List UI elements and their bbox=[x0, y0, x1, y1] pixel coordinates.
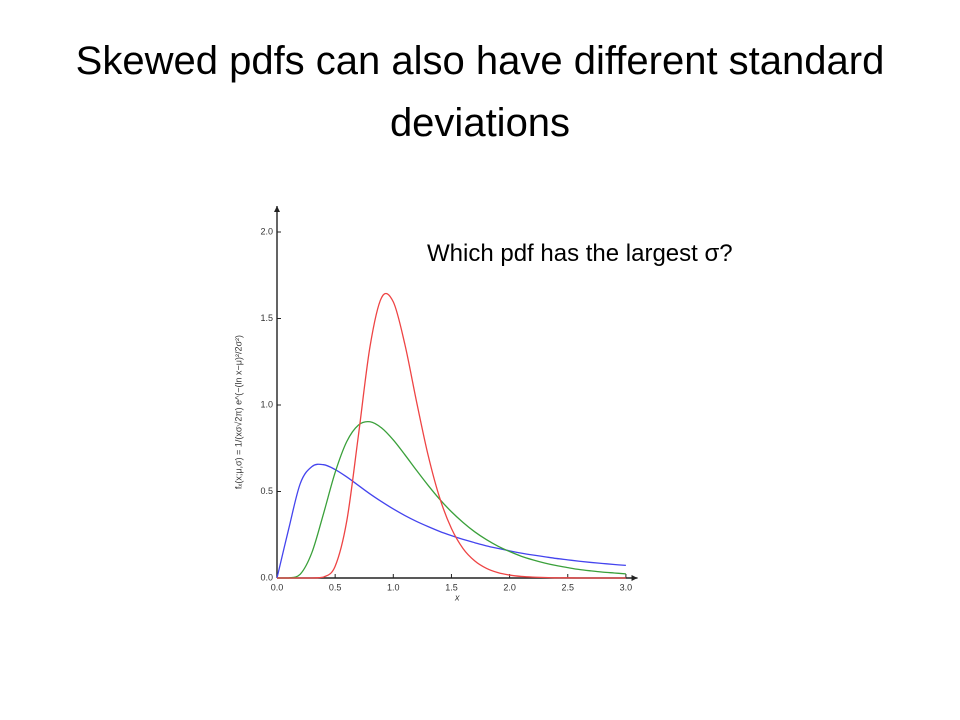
series-line bbox=[277, 292, 626, 579]
y-tick-label: 1.5 bbox=[260, 313, 273, 323]
y-tick-label: 0.0 bbox=[260, 572, 273, 582]
x-tick-label: 1.5 bbox=[445, 582, 458, 592]
x-tick-label: 2.5 bbox=[561, 582, 574, 592]
x-axis-arrow bbox=[631, 575, 638, 581]
x-tick-label: 0.5 bbox=[329, 582, 342, 592]
x-axis-label: x bbox=[454, 592, 460, 602]
y-tick-label: 1.0 bbox=[260, 399, 273, 409]
series-line bbox=[276, 463, 626, 579]
x-tick-label: 2.0 bbox=[503, 582, 516, 592]
slide-title: Skewed pdfs can also have different stan… bbox=[75, 39, 885, 145]
series-line bbox=[277, 420, 626, 579]
x-tick-label: 0.0 bbox=[271, 582, 284, 592]
x-tick-label: 3.0 bbox=[620, 582, 633, 592]
y-tick-label: 2.0 bbox=[260, 226, 273, 236]
y-axis-label: fₓ(x;μ,σ) = 1/(xσ√2π) e^(−(ln x−μ)²/2σ²) bbox=[233, 335, 243, 489]
question: Which pdf has the largest σ? bbox=[427, 240, 733, 267]
y-tick-label: 0.5 bbox=[260, 486, 273, 496]
y-axis-arrow bbox=[274, 206, 280, 213]
x-tick-label: 1.0 bbox=[387, 582, 400, 592]
